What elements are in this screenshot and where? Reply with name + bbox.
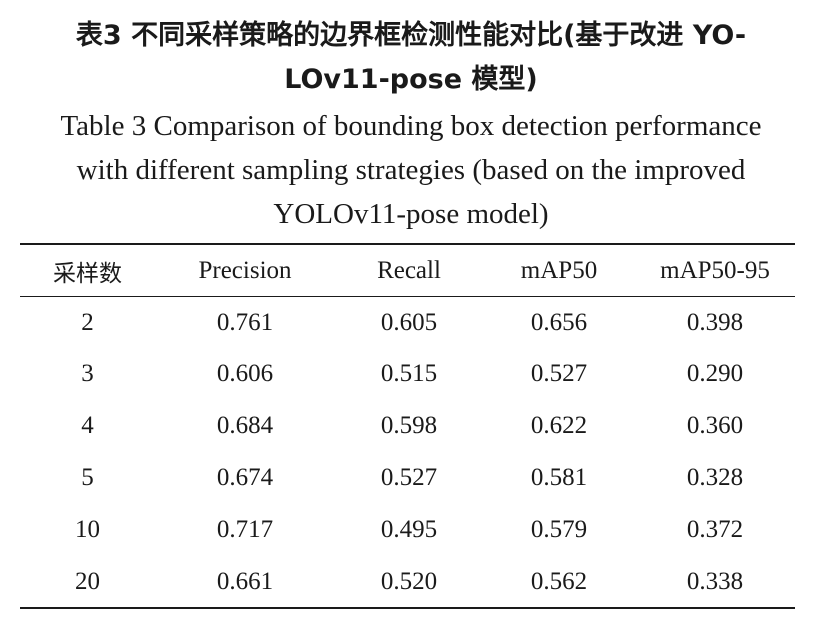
caption-zh-line-2: LOv11-pose 模型) <box>284 64 538 95</box>
table-cell: 2 <box>81 308 94 336</box>
table-row: 3 0.606 0.515 0.527 0.290 <box>20 348 795 400</box>
table-cell: 0.398 <box>686 308 744 336</box>
table-header-row: 采样数 Precision Recall mAP50 mAP50-95 <box>20 245 795 296</box>
table-cell: 0.598 <box>380 412 438 439</box>
table-cell: 0.360 <box>686 412 744 439</box>
table-caption-english: Table 3 Comparison of bounding box detec… <box>0 104 822 236</box>
header-cell: mAP50 <box>520 256 598 284</box>
table-cell: 0.606 <box>216 360 274 387</box>
table-cell: 0.661 <box>216 568 274 595</box>
table-header-rule <box>20 296 795 297</box>
table-cell: 0.290 <box>686 360 744 387</box>
header-cell: Precision <box>198 256 292 284</box>
table-cell: 0.515 <box>380 360 438 387</box>
table-cell: 5 <box>81 464 94 491</box>
table-cell: 0.372 <box>686 516 744 543</box>
table-cell: 20 <box>75 568 100 595</box>
caption-en-line-3: YOLOv11-pose model) <box>273 198 549 230</box>
caption-zh-line-1: 表3 不同采样策略的边界框检测性能对比(基于改进 YO- <box>75 20 747 51</box>
table-top-rule <box>20 243 795 245</box>
header-cell: mAP50-95 <box>660 256 770 284</box>
table-cell: 0.674 <box>216 464 274 491</box>
table-cell: 3 <box>81 360 94 387</box>
table-cell: 0.581 <box>530 464 588 491</box>
table-caption-chinese: 表3 不同采样策略的边界框检测性能对比(基于改进 YO- LOv11-pose … <box>0 14 822 102</box>
caption-en-line-1: Table 3 Comparison of bounding box detec… <box>60 110 762 142</box>
header-cell: 采样数 <box>53 260 122 287</box>
table-cell: 0.527 <box>530 360 588 387</box>
table-row: 5 0.674 0.527 0.581 0.328 <box>20 452 795 504</box>
table-cell: 0.622 <box>530 412 588 439</box>
table-row: 20 0.661 0.520 0.562 0.338 <box>20 556 795 608</box>
table-cell: 0.520 <box>380 568 438 595</box>
table-cell: 0.656 <box>530 308 588 336</box>
table-row: 2 0.761 0.605 0.656 0.398 <box>20 296 795 348</box>
table-cell: 0.579 <box>530 516 588 543</box>
table-cell: 0.684 <box>216 412 274 439</box>
table-cell: 10 <box>75 516 100 543</box>
table-row: 10 0.717 0.495 0.579 0.372 <box>20 504 795 556</box>
table-cell: 0.328 <box>686 464 744 491</box>
sampling-strategy-table: 采样数 Precision Recall mAP50 mAP50-95 2 0.… <box>20 245 795 608</box>
table-cell: 0.717 <box>216 516 274 543</box>
table-cell: 4 <box>81 412 94 439</box>
caption-en-line-2: with different sampling strategies (base… <box>76 154 746 186</box>
table-cell: 0.605 <box>380 308 438 336</box>
table-bottom-rule <box>20 607 795 609</box>
table-cell: 0.527 <box>380 464 438 491</box>
table-cell: 0.761 <box>216 308 274 336</box>
table-row: 4 0.684 0.598 0.622 0.360 <box>20 400 795 452</box>
header-cell: Recall <box>377 256 441 284</box>
table-cell: 0.495 <box>380 516 438 543</box>
table-cell: 0.562 <box>530 568 588 595</box>
table-cell: 0.338 <box>686 568 744 595</box>
